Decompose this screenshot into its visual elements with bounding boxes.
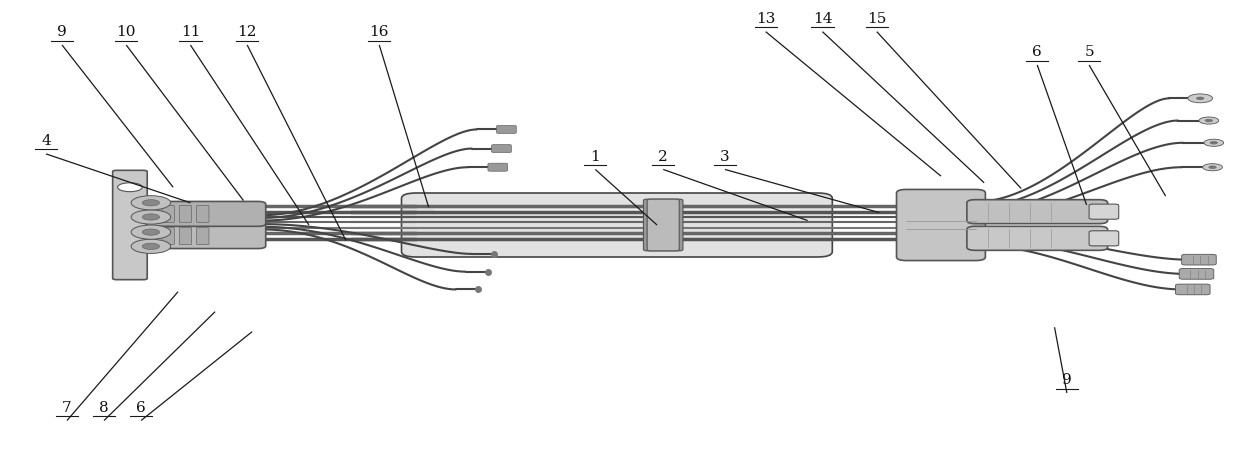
FancyBboxPatch shape bbox=[180, 206, 192, 222]
Circle shape bbox=[131, 225, 171, 239]
FancyBboxPatch shape bbox=[647, 199, 680, 251]
Text: 3: 3 bbox=[720, 150, 730, 164]
FancyBboxPatch shape bbox=[113, 171, 148, 279]
Text: 8: 8 bbox=[99, 401, 109, 415]
Circle shape bbox=[1199, 117, 1219, 124]
FancyBboxPatch shape bbox=[967, 226, 1107, 250]
Circle shape bbox=[131, 196, 171, 210]
FancyBboxPatch shape bbox=[146, 224, 265, 248]
FancyBboxPatch shape bbox=[146, 202, 265, 226]
Text: 4: 4 bbox=[41, 134, 51, 148]
FancyBboxPatch shape bbox=[180, 228, 192, 244]
Circle shape bbox=[131, 239, 171, 253]
FancyBboxPatch shape bbox=[162, 206, 175, 222]
Circle shape bbox=[1204, 139, 1224, 146]
Text: 7: 7 bbox=[62, 401, 72, 415]
FancyBboxPatch shape bbox=[644, 199, 683, 251]
Circle shape bbox=[1188, 94, 1213, 103]
Circle shape bbox=[1205, 119, 1213, 122]
Text: 13: 13 bbox=[756, 12, 775, 26]
Text: 12: 12 bbox=[237, 25, 257, 39]
Text: 5: 5 bbox=[1084, 45, 1094, 59]
Circle shape bbox=[143, 229, 160, 235]
FancyBboxPatch shape bbox=[897, 189, 986, 261]
FancyBboxPatch shape bbox=[496, 126, 516, 134]
Text: 2: 2 bbox=[658, 150, 668, 164]
Text: 9: 9 bbox=[57, 25, 67, 39]
Text: 6: 6 bbox=[136, 401, 146, 415]
Text: 15: 15 bbox=[867, 12, 887, 26]
Circle shape bbox=[1209, 166, 1216, 169]
FancyBboxPatch shape bbox=[197, 206, 208, 222]
Text: 1: 1 bbox=[590, 150, 600, 164]
Circle shape bbox=[143, 200, 160, 206]
FancyBboxPatch shape bbox=[487, 163, 507, 171]
Text: 9: 9 bbox=[1061, 373, 1071, 387]
Text: 14: 14 bbox=[812, 12, 832, 26]
FancyBboxPatch shape bbox=[967, 200, 1107, 224]
Circle shape bbox=[131, 210, 171, 224]
Text: 16: 16 bbox=[370, 25, 389, 39]
FancyBboxPatch shape bbox=[491, 144, 511, 153]
FancyBboxPatch shape bbox=[1182, 254, 1216, 265]
FancyBboxPatch shape bbox=[1089, 231, 1118, 246]
Text: 6: 6 bbox=[1033, 45, 1042, 59]
Circle shape bbox=[143, 243, 160, 249]
Text: 11: 11 bbox=[181, 25, 200, 39]
FancyBboxPatch shape bbox=[162, 228, 175, 244]
Text: 10: 10 bbox=[117, 25, 136, 39]
Circle shape bbox=[1197, 97, 1204, 99]
FancyBboxPatch shape bbox=[1176, 284, 1210, 295]
FancyBboxPatch shape bbox=[197, 228, 208, 244]
FancyBboxPatch shape bbox=[1089, 204, 1118, 219]
Circle shape bbox=[118, 183, 143, 192]
FancyBboxPatch shape bbox=[402, 193, 832, 257]
Circle shape bbox=[1203, 164, 1223, 171]
Circle shape bbox=[1210, 141, 1218, 144]
FancyBboxPatch shape bbox=[1179, 269, 1214, 279]
Circle shape bbox=[143, 214, 160, 220]
